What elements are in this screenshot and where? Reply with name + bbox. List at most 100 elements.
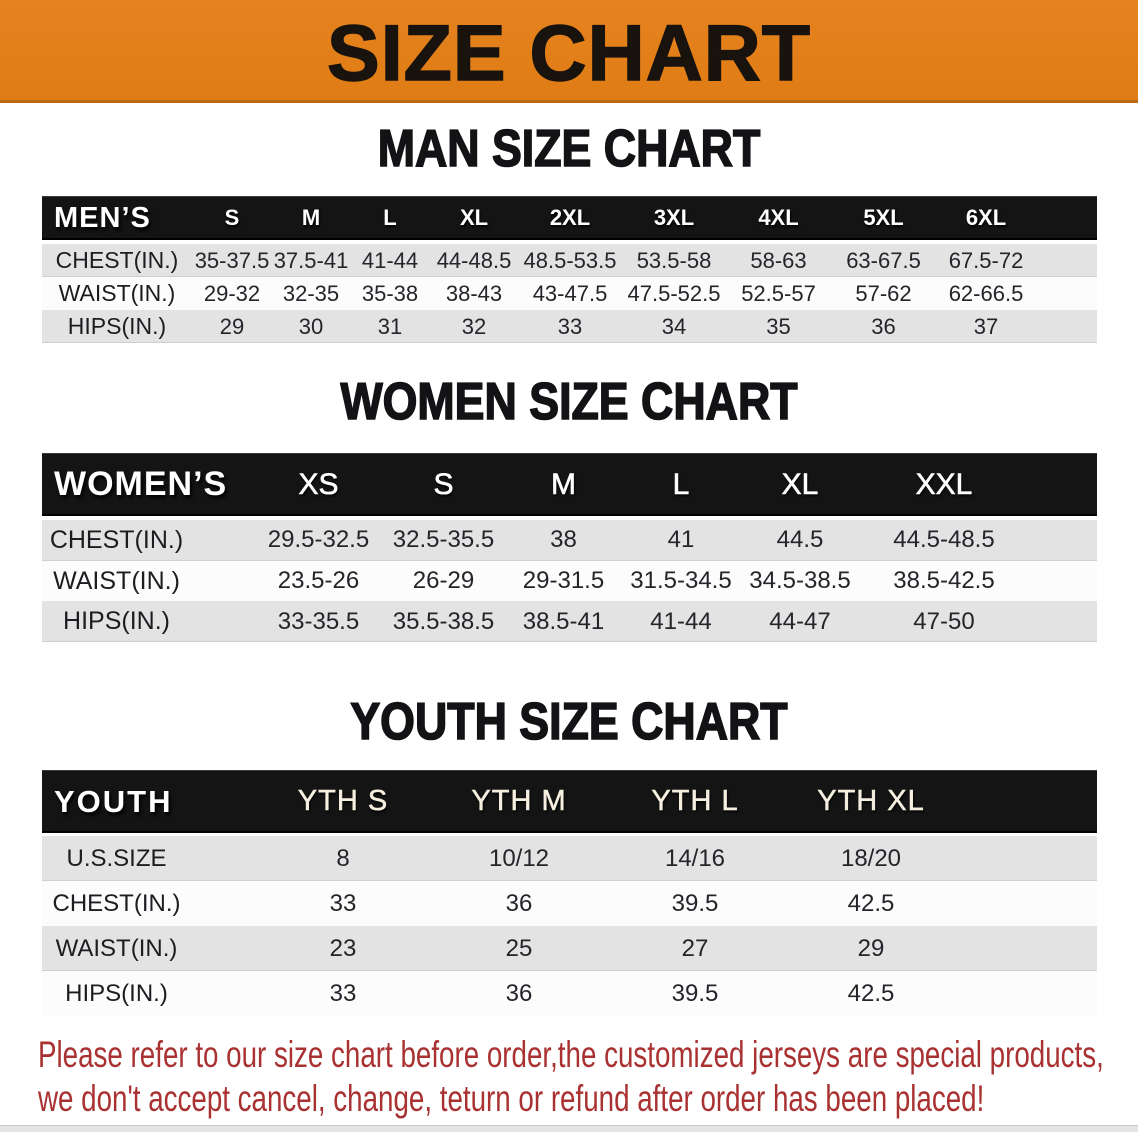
column-header-men-xl: XL <box>459 205 489 230</box>
row-label: HIPS(IN.) <box>63 607 170 636</box>
table-cell: 48.5-53.5 <box>523 247 617 273</box>
table-cell: 35-38 <box>361 280 419 306</box>
table-cell: 33 <box>557 313 583 339</box>
table-cell: 18/20 <box>840 844 902 872</box>
table-cell: 30 <box>298 313 324 339</box>
column-header-women-s: S <box>433 467 454 501</box>
table-cell: 8 <box>336 844 350 872</box>
column-header-men-5xl: 5XL <box>863 205 904 230</box>
column-header-women-l: L <box>672 467 690 501</box>
row-label: WAIST(IN.) <box>55 934 178 962</box>
row-label: CHEST(IN.) <box>52 889 181 917</box>
column-header-men-6xl: 6XL <box>965 205 1007 230</box>
table-row-women-hips-in-: HIPS(IN.) 33-35.5 35.5-38.5 38.5-41 41-44 44-… <box>42 601 1097 643</box>
table-row-women-chest-in-: CHEST(IN.) 29.5-32.5 32.5-35.5 38 41 44.5 44.5… <box>42 520 1097 561</box>
table-header-label-men: MEN’S <box>54 201 151 234</box>
bottom-strip <box>0 1125 1138 1132</box>
section-title-youth: YOUTH SIZE CHART <box>350 693 789 751</box>
row-label: CHEST(IN.) <box>49 525 184 554</box>
table-cell: 44.5 <box>776 526 824 554</box>
table-cell: 23.5-26 <box>277 567 360 595</box>
table-cell: 42.5 <box>847 979 895 1007</box>
row-label: HIPS(IN.) <box>65 979 168 1007</box>
section-title-women: WOMEN SIZE CHART <box>340 373 798 431</box>
column-header-women-m: M <box>551 467 577 501</box>
table-cell: 29.5-32.5 <box>267 526 370 554</box>
table-row-men-waist-in-: WAIST(IN.) 29-32 32-35 35-38 38-43 43-47.5 47.… <box>42 277 1097 310</box>
table-cell: 44-48.5 <box>436 247 512 273</box>
table-cell: 33 <box>329 889 357 917</box>
footer-note-line2: we don't accept cancel, change, teturn o… <box>38 1078 985 1119</box>
footer-note-line1: Please refer to our size chart before or… <box>38 1034 1104 1075</box>
table-cell: 29 <box>219 313 245 339</box>
section-title-men: MAN SIZE CHART <box>377 120 761 178</box>
table-row-women-waist-in-: WAIST(IN.) 23.5-26 26-29 29-31.5 31.5-34.5 34… <box>42 560 1097 602</box>
column-header-men-4xl: 4XL <box>758 205 799 230</box>
table-header-label-women: WOMEN’S <box>54 465 228 503</box>
table-header-row-men: MEN’S S M L XL 2XL 3XL 4XL 5XL 6XL <box>42 196 1097 240</box>
table-cell: 67.5-72 <box>948 247 1024 273</box>
page-title: SIZE CHART <box>326 7 811 97</box>
table-cell: 29-32 <box>203 280 261 306</box>
table-cell: 31 <box>377 313 403 339</box>
table-cell: 35.5-38.5 <box>392 607 495 635</box>
table-cell: 52.5-57 <box>741 280 816 306</box>
table-cell: 36 <box>505 979 533 1007</box>
size-table-youth: YOUTH YTH S YTH M YTH L YTH XL U.S.SIZE 8 10/… <box>42 770 1097 1016</box>
column-header-women-xl: XL <box>781 467 819 501</box>
table-row-youth-chest-in-: CHEST(IN.) 33 36 39.5 42.5 <box>42 881 1097 926</box>
table-cell: 44.5-48.5 <box>893 526 995 554</box>
table-cell: 57-62 <box>855 280 912 306</box>
table-cell: 34 <box>661 313 687 339</box>
column-header-men-m: M <box>301 205 321 230</box>
table-cell: 33 <box>329 979 357 1007</box>
table-header-row-women: WOMEN’S XS S M L XL XXL <box>42 453 1097 516</box>
table-cell: 63-67.5 <box>846 247 921 273</box>
table-cell: 43-47.5 <box>532 280 608 306</box>
table-cell: 31.5-34.5 <box>630 567 732 595</box>
footer-note: Please refer to our size chart before or… <box>38 1033 1123 1121</box>
table-cell: 33-35.5 <box>277 607 360 635</box>
column-header-youth-yth-s: YTH S <box>297 785 389 818</box>
row-label: U.S.SIZE <box>66 844 167 872</box>
table-cell: 34.5-38.5 <box>749 567 851 595</box>
column-header-youth-yth-xl: YTH XL <box>817 785 925 818</box>
table-cell: 25 <box>505 934 533 962</box>
table-row-youth-waist-in-: WAIST(IN.) 23 25 27 29 <box>42 926 1097 971</box>
row-label: WAIST(IN.) <box>53 566 180 595</box>
table-cell: 29-31.5 <box>522 567 605 595</box>
column-header-men-3xl: 3XL <box>653 205 695 230</box>
table-cell: 10/12 <box>488 844 550 872</box>
table-cell: 47-50 <box>913 607 975 635</box>
column-header-youth-yth-m: YTH M <box>471 785 567 818</box>
table-cell: 47.5-52.5 <box>627 280 721 306</box>
table-cell: 41-44 <box>361 247 419 273</box>
size-table-women: WOMEN’S XS S M L XL XXL CHEST(IN.) 29.5-32.5 32… <box>42 453 1097 643</box>
column-header-men-2xl: 2XL <box>549 205 591 230</box>
table-cell: 39.5 <box>671 979 719 1007</box>
table-cell: 62-66.5 <box>948 280 1024 306</box>
size-table-men: MEN’S S M L XL 2XL 3XL 4XL 5XL 6XL CHEST(IN.) 35-… <box>42 196 1097 343</box>
table-cell: 32 <box>461 313 487 339</box>
table-cell: 53.5-58 <box>636 247 712 273</box>
table-cell: 38.5-41 <box>522 607 605 635</box>
table-row-men-chest-in-: CHEST(IN.) 35-37.5 37.5-41 41-44 44-48.5 48.5… <box>42 244 1097 277</box>
column-header-women-xxl: XXL <box>915 467 973 501</box>
table-header-row-youth: YOUTH YTH S YTH M YTH L YTH XL <box>42 770 1097 833</box>
table-cell: 32-35 <box>282 280 340 306</box>
table-cell: 27 <box>681 934 709 962</box>
table-cell: 14/16 <box>664 844 726 872</box>
table-header-label-youth: YOUTH <box>54 783 173 819</box>
row-label: HIPS(IN.) <box>67 313 167 339</box>
column-header-women-xs: XS <box>298 467 339 501</box>
table-cell: 41 <box>667 526 695 554</box>
table-cell: 41-44 <box>650 607 712 635</box>
table-cell: 58-63 <box>750 247 807 273</box>
table-cell: 37.5-41 <box>273 247 349 273</box>
table-cell: 38 <box>550 526 577 554</box>
banner: SIZE CHART <box>0 0 1138 103</box>
column-header-men-l: L <box>383 205 397 230</box>
row-label: WAIST(IN.) <box>58 280 176 306</box>
table-cell: 23 <box>329 934 357 962</box>
table-row-men-hips-in-: HIPS(IN.) 29 30 31 32 33 34 35 36 37 <box>42 310 1097 343</box>
